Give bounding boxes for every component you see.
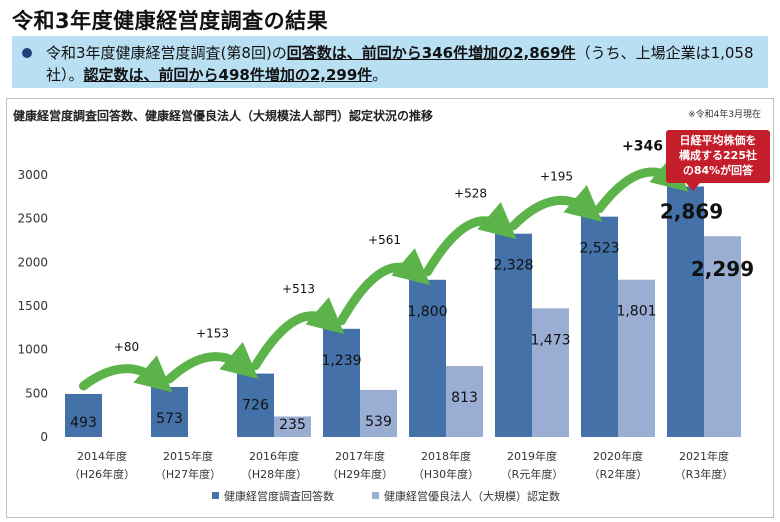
increase-arrow-3 bbox=[251, 297, 345, 371]
page-title: 令和3年度健康経営度調査の結果 bbox=[12, 9, 329, 33]
y-tick-label-6: 3000 bbox=[17, 168, 48, 182]
bar-certified-7 bbox=[704, 236, 741, 437]
data-label-certified-3: 539 bbox=[365, 414, 392, 430]
bar-responses-5 bbox=[495, 233, 532, 437]
callout-line-3: の84%が回答 bbox=[682, 164, 754, 177]
bar-certified-4 bbox=[446, 365, 483, 437]
increase-arrow-6 bbox=[509, 184, 603, 231]
x-label-era-7: （R3年度） bbox=[675, 467, 734, 481]
bar-responses-3 bbox=[323, 328, 360, 437]
x-label-era-3: （H29年度） bbox=[327, 467, 393, 481]
data-label-responses-7: 2,869 bbox=[660, 199, 723, 223]
summary-text-3: 。 bbox=[372, 66, 388, 84]
x-label-year-3: 2017年度 bbox=[335, 449, 385, 463]
data-label-responses-1: 573 bbox=[156, 411, 183, 427]
data-label-responses-2: 726 bbox=[242, 398, 269, 414]
x-label-year-2: 2016年度 bbox=[249, 449, 299, 463]
y-tick-label-1: 500 bbox=[25, 386, 48, 400]
y-tick-label-0: 0 bbox=[40, 430, 48, 444]
bar-certified-2 bbox=[274, 416, 311, 437]
x-label-year-6: 2020年度 bbox=[593, 449, 643, 463]
y-tick-label-2: 1000 bbox=[17, 343, 48, 357]
nikkei-callout: 日経平均株価を 構成する225社 の84%が回答 bbox=[666, 130, 770, 191]
x-label-year-7: 2021年度 bbox=[679, 449, 729, 463]
bar-responses-1 bbox=[151, 386, 188, 437]
legend-swatch-responses bbox=[212, 492, 219, 499]
x-label-era-2: （H28年度） bbox=[241, 467, 307, 481]
data-label-responses-4: 1,800 bbox=[407, 304, 447, 320]
y-tick-label-3: 1500 bbox=[17, 299, 48, 313]
chart-note: ※令和4年3月現在 bbox=[688, 110, 761, 120]
increase-arrow-5 bbox=[423, 201, 517, 277]
increment-label-1: +80 bbox=[114, 340, 139, 354]
summary-highlight-certified: 認定数は、前回から498件増加の2,299件 bbox=[83, 66, 373, 84]
bar-certified-6 bbox=[618, 279, 655, 437]
increment-label-3: +513 bbox=[282, 282, 315, 296]
callout-line-1: 日経平均株価を bbox=[679, 134, 757, 147]
x-label-year-1: 2015年度 bbox=[163, 449, 213, 463]
x-label-year-4: 2018年度 bbox=[421, 449, 471, 463]
bar-certified-5 bbox=[532, 308, 569, 437]
summary-text-1: 令和3年度健康経営度調査(第8回)の bbox=[46, 44, 287, 62]
legend-swatch-certified bbox=[372, 492, 379, 499]
summary-highlight-responses: 回答数は、前回から346件増加の2,869件 bbox=[286, 44, 576, 62]
increment-label-7: +346 bbox=[622, 138, 663, 154]
data-label-certified-2: 235 bbox=[279, 417, 306, 433]
summary-text-2: （うち、上場企業は1,058社）。 bbox=[46, 44, 754, 84]
x-label-year-5: 2019年度 bbox=[507, 449, 557, 463]
y-tick-label-4: 2000 bbox=[17, 255, 48, 269]
data-label-responses-5: 2,328 bbox=[493, 258, 533, 274]
x-label-era-0: （H26年度） bbox=[69, 467, 135, 481]
data-label-responses-0: 493 bbox=[70, 415, 97, 431]
x-label-era-6: （R2年度） bbox=[589, 467, 648, 481]
x-label-era-5: （R元年度） bbox=[501, 467, 564, 481]
callout-line-2: 構成する225社 bbox=[679, 149, 757, 162]
bar-responses-2 bbox=[237, 373, 274, 437]
legend-label-certified: 健康経営優良法人（大規模）認定数 bbox=[384, 489, 560, 503]
bar-certified-3 bbox=[360, 389, 397, 437]
summary-box: 令和3年度健康経営度調査(第8回)の回答数は、前回から346件増加の2,869件… bbox=[12, 36, 768, 88]
y-tick-label-5: 2500 bbox=[17, 212, 48, 226]
bar-responses-7 bbox=[667, 186, 704, 437]
bullet-icon bbox=[22, 48, 32, 58]
data-label-certified-6: 1,801 bbox=[616, 304, 656, 320]
data-label-certified-4: 813 bbox=[451, 390, 478, 406]
x-label-era-1: （H27年度） bbox=[155, 467, 221, 481]
increase-arrow-2 bbox=[165, 341, 259, 384]
increase-arrow-4 bbox=[337, 248, 431, 326]
increment-label-2: +153 bbox=[196, 327, 229, 341]
increase-arrow-1 bbox=[79, 355, 173, 393]
increment-label-5: +528 bbox=[454, 187, 487, 201]
bar-responses-0 bbox=[65, 393, 102, 437]
increment-label-6: +195 bbox=[540, 170, 573, 184]
data-label-certified-5: 1,473 bbox=[530, 332, 570, 348]
legend-label-responses: 健康経営度調査回答数 bbox=[224, 489, 334, 503]
increment-label-4: +561 bbox=[368, 233, 401, 247]
x-label-year-0: 2014年度 bbox=[77, 449, 127, 463]
bar-responses-4 bbox=[409, 279, 446, 437]
data-label-responses-6: 2,523 bbox=[579, 241, 619, 257]
chart-title: 健康経営度調査回答数、健康経営優良法人（大規模法人部門）認定状況の推移 bbox=[13, 109, 434, 123]
x-label-era-4: （H30年度） bbox=[413, 467, 479, 481]
data-label-responses-3: 1,239 bbox=[321, 353, 361, 369]
data-label-certified-7: 2,299 bbox=[691, 257, 754, 281]
bar-responses-6 bbox=[581, 216, 618, 437]
